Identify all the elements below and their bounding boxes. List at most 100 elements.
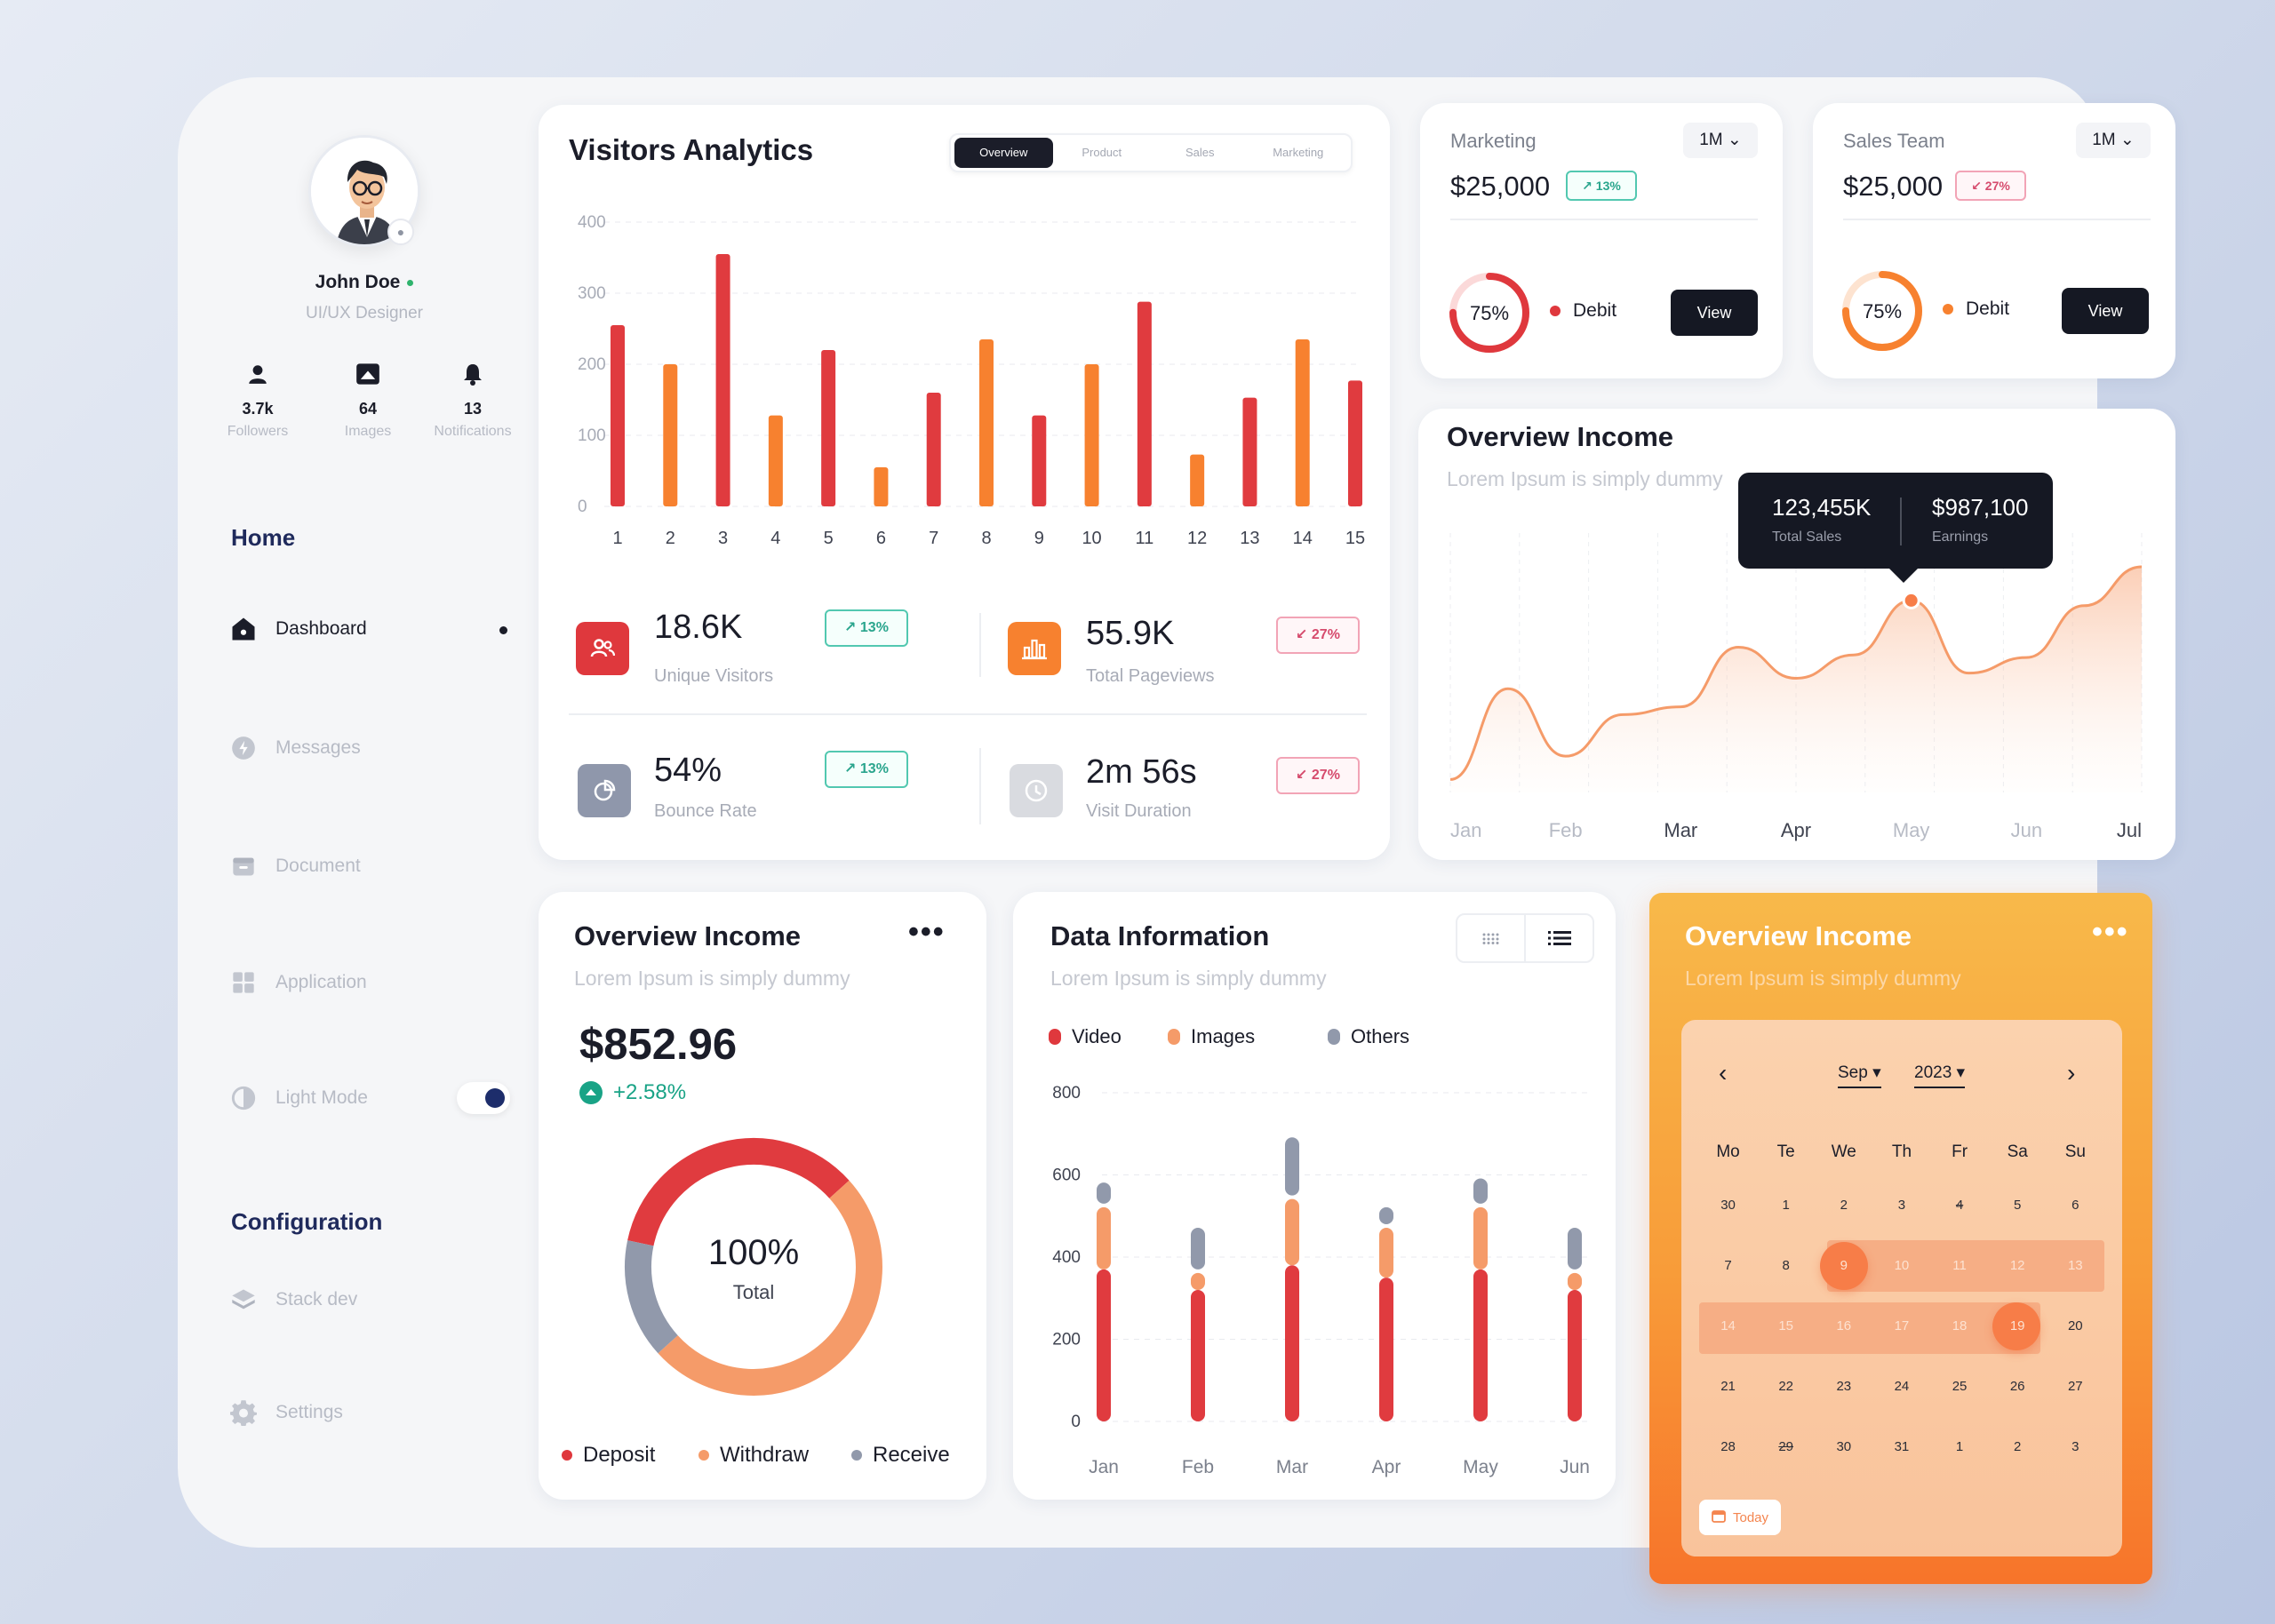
bar (979, 339, 994, 506)
visitors-tabs: Overview Product Sales Marketing (949, 133, 1353, 172)
calendar-day[interactable]: 12 (2009, 1258, 2025, 1273)
y-tick-label: 0 (578, 498, 587, 516)
calendar-day[interactable]: 11 (1952, 1258, 1967, 1273)
tab-product[interactable]: Product (1082, 146, 1122, 159)
tooltip-divider (1900, 498, 1902, 545)
tab-overview[interactable]: Overview (954, 138, 1053, 168)
overview-income-donut-subtitle: Lorem Ipsum is simply dummy (574, 967, 850, 990)
sidebar-item-application[interactable]: Application (229, 965, 367, 1000)
calendar-day[interactable]: 15 (1778, 1318, 1794, 1333)
list-view-icon[interactable] (1526, 915, 1592, 961)
sales-team-divider (1843, 219, 2151, 220)
stacked-bar-segment (1285, 1198, 1299, 1266)
grid-view-icon[interactable] (1457, 915, 1526, 961)
tooltip-earnings-value: $987,100 (1932, 494, 2029, 521)
calendar-day[interactable]: 7 (1724, 1258, 1732, 1273)
calendar-day[interactable]: 9 (1840, 1258, 1848, 1273)
sidebar-item-label: Document (275, 856, 361, 876)
calendar-day[interactable]: 30 (1720, 1198, 1736, 1213)
tab-sales[interactable]: Sales (1185, 146, 1215, 159)
followers-label: Followers (227, 424, 289, 439)
calendar-day[interactable]: 29 (1778, 1439, 1794, 1454)
stacked-bar-segment (1097, 1206, 1111, 1270)
prev-month-chevron-icon[interactable]: ‹ (1719, 1059, 1728, 1087)
calendar-day[interactable]: 1 (1782, 1198, 1790, 1213)
sidebar-item-messages[interactable]: Messages (229, 730, 361, 766)
legend-others: Others (1328, 1025, 1409, 1048)
calendar-day[interactable]: 20 (2067, 1318, 2083, 1333)
marketing-view-button[interactable]: View (1671, 290, 1758, 336)
calendar-more-options-icon[interactable]: ••• (2092, 915, 2129, 949)
calendar-day[interactable]: 10 (1894, 1258, 1910, 1273)
calendar-day[interactable]: 1 (1955, 1439, 1964, 1454)
sidebar-item-dashboard[interactable]: Dashboard (229, 611, 367, 647)
user-icon (204, 362, 311, 393)
calendar-day[interactable]: 19 (2009, 1318, 2025, 1333)
stacked-bar-segment (1379, 1206, 1393, 1224)
sidebar-item-stack-dev[interactable]: Stack dev (229, 1282, 357, 1318)
calendar-day[interactable]: 3 (2071, 1439, 2079, 1454)
light-mode-toggle[interactable] (457, 1082, 510, 1114)
calendar-day[interactable]: 14 (1720, 1318, 1736, 1333)
marketing-period-select[interactable]: 1M ⌄ (1683, 123, 1758, 158)
bar (663, 364, 678, 506)
calendar-day[interactable]: 30 (1836, 1439, 1852, 1454)
next-month-chevron-icon[interactable]: › (2067, 1059, 2076, 1087)
calendar-day[interactable]: 21 (1720, 1379, 1736, 1394)
calendar-day[interactable]: 24 (1894, 1379, 1910, 1394)
income-change: +2.58% (579, 1080, 686, 1105)
legend-dot (698, 1450, 709, 1461)
calendar-day[interactable]: 27 (2067, 1379, 2083, 1394)
calendar-day[interactable]: 3 (1897, 1198, 1906, 1213)
bar (874, 467, 889, 506)
calendar-day[interactable]: 2 (2014, 1439, 2022, 1454)
followers-stat[interactable]: 3.7k Followers (204, 362, 311, 440)
sales-team-title: Sales Team (1843, 130, 1945, 152)
calendar-day[interactable]: 5 (2014, 1198, 2022, 1213)
bar (1242, 397, 1257, 506)
images-label: Images (344, 424, 392, 439)
month-select[interactable]: Sep ▾ (1838, 1063, 1881, 1088)
calendar-day[interactable]: 22 (1778, 1379, 1794, 1394)
year-select[interactable]: 2023 ▾ (1914, 1063, 1966, 1088)
calendar-day[interactable]: 28 (1720, 1439, 1736, 1454)
calendar-day[interactable]: 13 (2067, 1258, 2083, 1273)
stacked-bar-segment (1191, 1290, 1205, 1421)
visit-duration-change: ↙ 27% (1276, 757, 1360, 794)
sidebar-item-settings[interactable]: Settings (229, 1395, 343, 1430)
sales-team-period-select[interactable]: 1M ⌄ (2076, 123, 2151, 158)
calendar-day[interactable]: 8 (1782, 1258, 1790, 1273)
calendar-day[interactable]: 26 (2009, 1379, 2025, 1394)
calendar-day[interactable]: 16 (1836, 1318, 1852, 1333)
marketing-debit: Debit (1550, 300, 1616, 322)
calendar-week-4: 21 22 23 24 25 26 27 (1699, 1379, 2104, 1394)
calendar-day[interactable]: 6 (2071, 1198, 2079, 1213)
y-tick-label: 0 (1071, 1413, 1081, 1431)
sidebar-item-label: Stack dev (275, 1289, 358, 1310)
legend-receive: Receive (851, 1443, 950, 1468)
sidebar-item-document[interactable]: Document (229, 848, 361, 884)
notifications-stat[interactable]: 13 Notifications (419, 362, 526, 440)
weekday: Mo (1716, 1142, 1740, 1161)
bounce-rate-change: ↗ 13% (825, 751, 908, 788)
calendar-day[interactable]: 4 (1955, 1198, 1964, 1213)
total-pageviews-change: ↙ 27% (1276, 617, 1360, 654)
calendar-day[interactable]: 25 (1952, 1379, 1968, 1394)
more-options-icon[interactable]: ••• (908, 915, 946, 949)
x-tick-label: Jan (1089, 1457, 1119, 1477)
calendar-week-3: 14 15 16 17 18 19 20 (1699, 1318, 2104, 1333)
weekday: Th (1891, 1142, 1912, 1161)
calendar-day[interactable]: 2 (1840, 1198, 1848, 1213)
highlight-point (1904, 593, 1918, 607)
avatar-user-icon[interactable]: ● (387, 219, 414, 245)
application-icon (229, 968, 258, 997)
calendar-day[interactable]: 23 (1836, 1379, 1852, 1394)
calendar-day[interactable]: 17 (1894, 1318, 1910, 1333)
calendar-day[interactable]: 18 (1952, 1318, 1968, 1333)
sales-team-view-button[interactable]: View (2062, 288, 2149, 334)
bar (611, 325, 625, 506)
today-button[interactable]: Today (1699, 1500, 1782, 1535)
images-stat[interactable]: 64 Images (315, 362, 421, 440)
tab-marketing[interactable]: Marketing (1273, 146, 1324, 159)
calendar-day[interactable]: 31 (1894, 1439, 1910, 1454)
